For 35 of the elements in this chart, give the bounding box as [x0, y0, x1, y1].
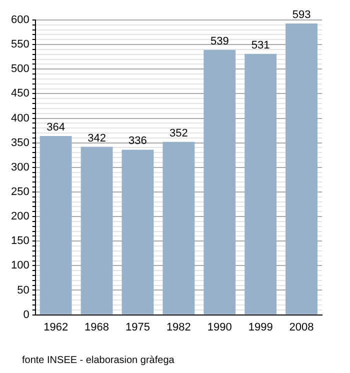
x-tick-label: 1999 — [248, 321, 273, 334]
x-tick-label: 1982 — [166, 321, 191, 334]
data-label: 336 — [128, 135, 147, 148]
data-label: 352 — [169, 127, 188, 140]
y-tick-label: 500 — [10, 63, 30, 76]
y-tick-label: 300 — [10, 161, 30, 174]
bar — [40, 136, 72, 314]
bar — [162, 142, 195, 314]
bar — [80, 146, 113, 314]
x-tick-label: 1968 — [84, 321, 110, 334]
y-tick-label: 250 — [10, 186, 30, 198]
data-label: 593 — [292, 8, 311, 21]
y-tick-label: 150 — [10, 235, 30, 248]
y-tick-label: 100 — [10, 260, 30, 272]
bar — [286, 23, 318, 314]
y-tick-label: 400 — [10, 112, 30, 124]
x-tick-label: 1962 — [44, 321, 68, 334]
y-tick-label: 450 — [10, 88, 30, 100]
y-tick-label: 350 — [10, 136, 30, 149]
source-note: fonte INSEE - elaborasion gràfega — [22, 355, 174, 366]
x-tick-label: 1975 — [125, 321, 150, 334]
data-label: 342 — [88, 132, 106, 144]
bar — [122, 150, 154, 314]
x-tick-label: 1990 — [207, 321, 232, 334]
data-label: 539 — [210, 36, 229, 48]
y-tick-label: 600 — [10, 14, 30, 26]
y-tick-label: 200 — [10, 210, 30, 223]
x-tick-label: 2008 — [289, 321, 314, 334]
y-tick-label: 0 — [23, 308, 30, 321]
data-label: 531 — [251, 39, 270, 52]
y-tick-label: 550 — [10, 38, 30, 51]
y-tick-label: 50 — [17, 284, 30, 296]
bar — [244, 54, 277, 314]
bar — [204, 50, 236, 314]
data-label: 364 — [46, 121, 66, 134]
